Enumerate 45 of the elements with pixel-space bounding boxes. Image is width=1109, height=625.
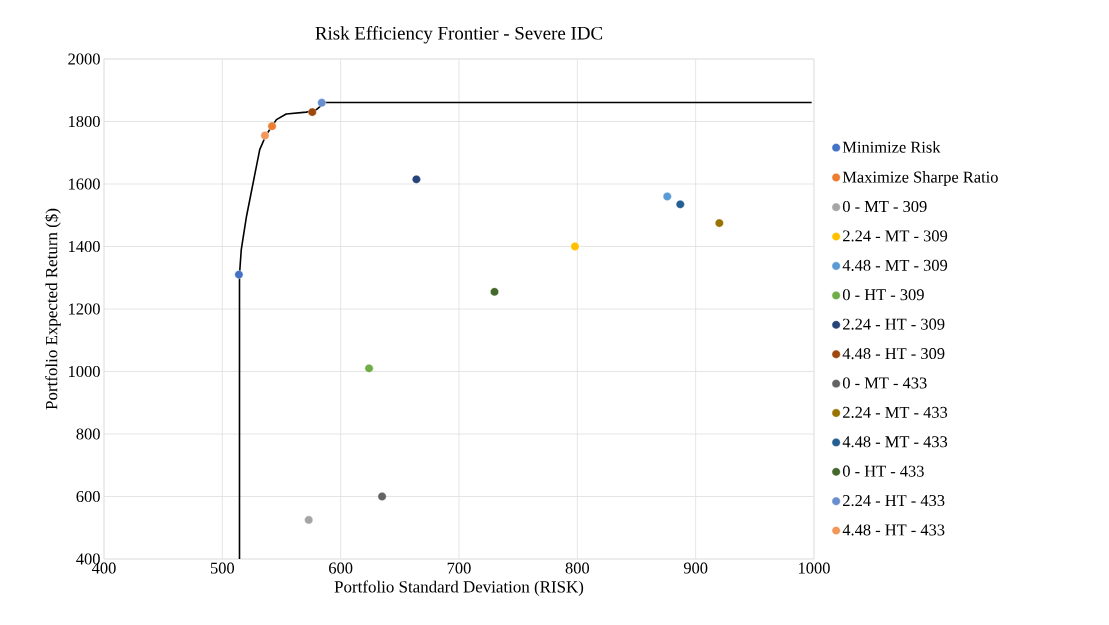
y-tick-label: 1400 bbox=[69, 240, 100, 253]
legend-label: 4.48 - MT - 433 bbox=[842, 436, 948, 448]
legend-label: 2.24 - MT - 433 bbox=[843, 406, 948, 418]
point bbox=[377, 492, 387, 501]
legend-label: 0 - HT - 433 bbox=[842, 465, 924, 477]
point bbox=[714, 218, 724, 228]
y-tick-label: 1000 bbox=[69, 365, 100, 378]
legend-label: 4.48 - HT - 309 bbox=[842, 348, 945, 360]
y-tick-label: 600 bbox=[76, 490, 100, 503]
point bbox=[317, 98, 327, 108]
legend-label: 2.24 - HT - 433 bbox=[843, 495, 945, 507]
legend-label: 0 - MT - 433 bbox=[842, 377, 927, 389]
point bbox=[490, 287, 499, 297]
chart-title: Risk Efficiency Frontier - Severe IDC bbox=[315, 26, 603, 44]
x-tick-label: 600 bbox=[329, 562, 353, 574]
point bbox=[675, 199, 685, 209]
legend-label: 0 - HT - 309 bbox=[842, 289, 924, 301]
x-tick-label: 1000 bbox=[799, 562, 830, 574]
point bbox=[234, 270, 244, 279]
legend-label: Minimize Risk bbox=[842, 141, 941, 153]
x-axis-title: Portfolio Standard Deviation (RISK) bbox=[334, 580, 584, 596]
legend-label: 4.48 - HT - 433 bbox=[842, 524, 945, 536]
point bbox=[260, 131, 270, 140]
y-axis-title: Portfolio Expected Return ($) bbox=[44, 208, 61, 410]
y-tick-label: 1600 bbox=[69, 178, 100, 190]
legend-label: 0 - MT - 309 bbox=[842, 200, 927, 213]
point bbox=[267, 121, 277, 131]
legend-label: 2.24 - MT - 309 bbox=[843, 230, 948, 242]
point bbox=[662, 192, 672, 201]
x-tick-label: 900 bbox=[683, 562, 708, 574]
legend-label: 4.48 - MT - 309 bbox=[842, 259, 948, 271]
point bbox=[364, 363, 374, 373]
legend-label: 2.24 - HT - 309 bbox=[843, 318, 945, 330]
point bbox=[307, 107, 317, 117]
y-tick-label: 1200 bbox=[69, 303, 100, 315]
x-tick-label: 700 bbox=[447, 562, 471, 574]
x-tick-label: 500 bbox=[210, 562, 235, 574]
y-tick-label: 800 bbox=[76, 428, 100, 440]
x-tick-label: 800 bbox=[565, 562, 590, 574]
y-tick-label: 2000 bbox=[68, 53, 100, 65]
point bbox=[570, 242, 580, 251]
point bbox=[412, 174, 421, 184]
legend-label: Maximize Sharpe Ratio bbox=[842, 171, 998, 186]
y-tick-label: 1800 bbox=[69, 115, 100, 128]
point bbox=[304, 515, 314, 525]
